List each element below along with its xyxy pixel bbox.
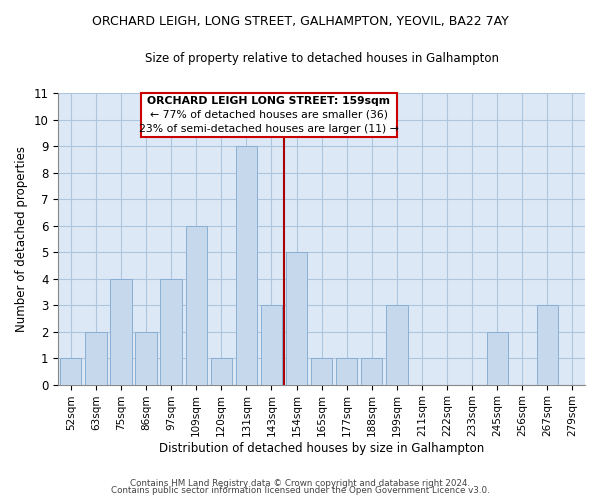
Bar xyxy=(311,358,332,384)
Bar xyxy=(537,305,558,384)
Bar xyxy=(336,358,358,384)
Bar xyxy=(60,358,82,384)
Bar xyxy=(141,93,397,137)
Bar xyxy=(361,358,382,384)
Bar xyxy=(487,332,508,384)
Bar xyxy=(110,278,131,384)
Bar xyxy=(211,358,232,384)
Text: ORCHARD LEIGH, LONG STREET, GALHAMPTON, YEOVIL, BA22 7AY: ORCHARD LEIGH, LONG STREET, GALHAMPTON, … xyxy=(92,15,508,28)
Bar xyxy=(286,252,307,384)
Text: Contains public sector information licensed under the Open Government Licence v3: Contains public sector information licen… xyxy=(110,486,490,495)
Title: Size of property relative to detached houses in Galhampton: Size of property relative to detached ho… xyxy=(145,52,499,66)
Bar xyxy=(185,226,207,384)
Text: ORCHARD LEIGH LONG STREET: 159sqm: ORCHARD LEIGH LONG STREET: 159sqm xyxy=(148,96,391,106)
Bar xyxy=(236,146,257,384)
Text: Contains HM Land Registry data © Crown copyright and database right 2024.: Contains HM Land Registry data © Crown c… xyxy=(130,478,470,488)
Bar xyxy=(160,278,182,384)
X-axis label: Distribution of detached houses by size in Galhampton: Distribution of detached houses by size … xyxy=(159,442,484,455)
Bar xyxy=(136,332,157,384)
Text: 23% of semi-detached houses are larger (11) →: 23% of semi-detached houses are larger (… xyxy=(139,124,399,134)
Bar xyxy=(261,305,282,384)
Text: ← 77% of detached houses are smaller (36): ← 77% of detached houses are smaller (36… xyxy=(150,110,388,120)
Bar xyxy=(386,305,407,384)
Bar xyxy=(85,332,107,384)
Y-axis label: Number of detached properties: Number of detached properties xyxy=(15,146,28,332)
